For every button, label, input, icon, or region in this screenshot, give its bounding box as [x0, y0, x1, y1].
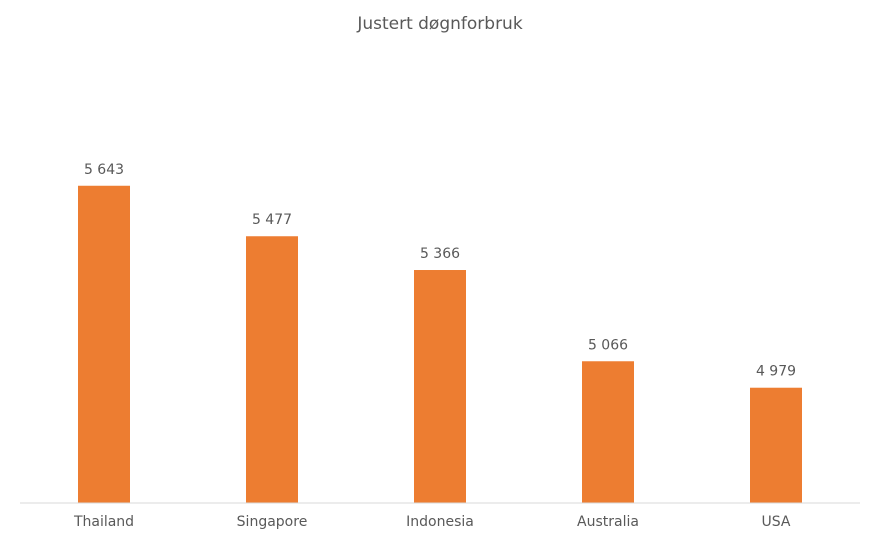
chart-title: Justert døgnforbruk: [356, 14, 523, 34]
x-tick-label: Thailand: [73, 514, 134, 530]
bar: [414, 270, 466, 503]
bar: [750, 387, 802, 503]
bar: [246, 236, 298, 503]
bar: [78, 185, 130, 504]
data-label: 5 066: [588, 337, 628, 353]
x-tick-label: USA: [762, 514, 791, 530]
x-tick-label: Indonesia: [406, 514, 474, 530]
data-label: 5 366: [420, 246, 460, 262]
data-label: 4 979: [756, 364, 796, 380]
data-label: 5 477: [252, 212, 292, 228]
x-tick-label: Singapore: [237, 514, 308, 530]
x-tick-label: Australia: [577, 514, 639, 530]
bar: [582, 361, 634, 503]
data-label: 5 643: [84, 162, 124, 178]
